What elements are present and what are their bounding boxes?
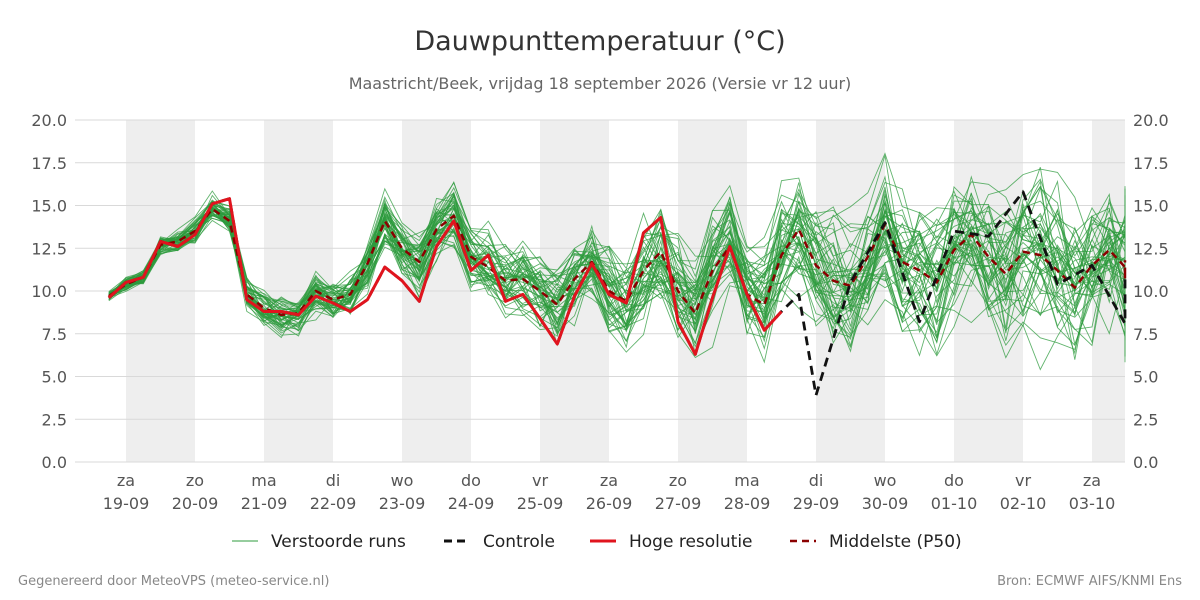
ensemble-line	[108, 185, 1126, 334]
x-tick-day: do	[944, 471, 964, 490]
ensemble-line	[108, 212, 1126, 371]
legend-label-highres: Hoge resolutie	[629, 532, 753, 552]
y-tick-label: 2.5	[42, 410, 67, 429]
ensemble-line	[108, 196, 1126, 347]
ensemble-line	[108, 197, 1126, 336]
x-tick-date: 26-09	[586, 494, 633, 513]
x-tick-day: za	[1083, 471, 1101, 490]
series-line-middelste-p50	[108, 207, 1127, 317]
y-tick-label: 0.0	[1133, 453, 1158, 472]
footer-source: Bron: ECMWF AIFS/KNMI Ens	[997, 574, 1182, 589]
y-tick-label: 12.5	[1133, 239, 1169, 258]
y-tick-label: 12.5	[31, 239, 67, 258]
y-tick-label: 15.0	[1133, 197, 1169, 216]
x-tick-day: zo	[186, 471, 204, 490]
legend-label-median: Middelste (P50)	[829, 532, 962, 552]
ensemble-line	[108, 192, 1126, 329]
y-tick-label: 20.0	[1133, 111, 1169, 130]
x-tick-day: ma	[734, 471, 759, 490]
ensemble-line	[108, 192, 1126, 336]
legend-label-control: Controle	[483, 532, 555, 552]
x-tick-date: 22-09	[310, 494, 357, 513]
x-tick-date: 03-10	[1069, 494, 1116, 513]
y-tick-label: 7.5	[1133, 325, 1158, 344]
chart-title: Dauwpunttemperatuur (°C)	[414, 26, 785, 57]
y-tick-label: 20.0	[31, 111, 67, 130]
y-axis-right: 0.0 2.5 5.0 7.5 10.0 12.5 15.0 17.5 20.0	[1133, 111, 1169, 472]
y-tick-label: 17.5	[1133, 154, 1169, 173]
x-tick-date: 24-09	[448, 494, 495, 513]
ensemble-line	[108, 201, 1126, 332]
legend-label-perturbed: Verstoorde runs	[271, 532, 406, 552]
x-tick-date: 29-09	[793, 494, 840, 513]
x-tick-date: 20-09	[172, 494, 219, 513]
legend: Verstoorde runs Controle Hoge resolutie …	[232, 532, 962, 552]
y-axis-left: 0.0 2.5 5.0 7.5 10.0 12.5 15.0 17.5 20.0	[31, 111, 67, 472]
y-tick-label: 2.5	[1133, 410, 1158, 429]
x-tick-date: 19-09	[103, 494, 150, 513]
x-tick-day: wo	[391, 471, 414, 490]
grid-lines	[75, 119, 1125, 463]
x-tick-day: wo	[874, 471, 897, 490]
x-tick-day: za	[600, 471, 618, 490]
y-tick-label: 10.0	[1133, 282, 1169, 301]
y-tick-label: 0.0	[42, 453, 67, 472]
ensemble-line	[108, 207, 1126, 360]
series-line-hoge-resolutie	[107, 197, 783, 356]
y-tick-label: 15.0	[31, 197, 67, 216]
x-tick-date: 30-09	[862, 494, 909, 513]
y-tick-label: 7.5	[42, 325, 67, 344]
x-axis: za 19-09 zo 20-09 ma 21-09 di 22-09 wo 23-09 do 24-…	[103, 471, 1116, 513]
y-tick-label: 5.0	[1133, 368, 1158, 387]
x-tick-date: 01-10	[931, 494, 978, 513]
x-tick-date: 21-09	[241, 494, 288, 513]
x-tick-date: 27-09	[655, 494, 702, 513]
x-tick-date: 25-09	[517, 494, 564, 513]
main-series	[107, 190, 1127, 397]
x-tick-day: vr	[532, 471, 548, 490]
x-tick-date: 02-10	[1000, 494, 1047, 513]
x-tick-day: ma	[251, 471, 276, 490]
chart-subtitle: Maastricht/Beek, vrijdag 18 september 20…	[349, 74, 852, 93]
ensemble-runs	[108, 152, 1126, 371]
x-tick-date: 28-09	[724, 494, 771, 513]
x-tick-day: vr	[1015, 471, 1031, 490]
x-tick-day: zo	[669, 471, 687, 490]
x-tick-day: do	[461, 471, 481, 490]
footer-generator: Gegenereerd door MeteoVPS (meteo-service…	[18, 574, 329, 589]
x-tick-day: di	[326, 471, 341, 490]
y-tick-label: 5.0	[42, 368, 67, 387]
y-tick-label: 17.5	[31, 154, 67, 173]
x-tick-date: 23-09	[379, 494, 426, 513]
x-tick-day: di	[809, 471, 824, 490]
x-tick-day: za	[117, 471, 135, 490]
y-tick-label: 10.0	[31, 282, 67, 301]
